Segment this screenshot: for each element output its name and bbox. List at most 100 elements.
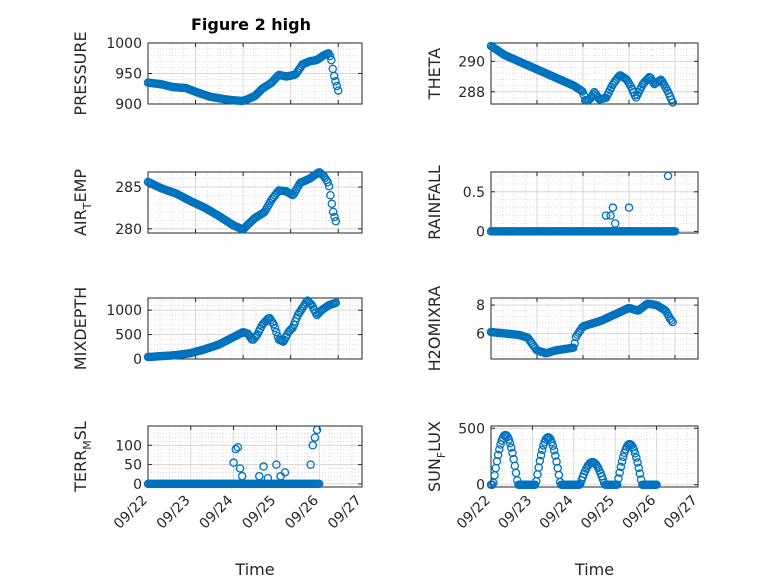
data-point xyxy=(606,211,615,220)
data-point xyxy=(286,324,296,334)
x-axis-label: Time xyxy=(574,560,614,579)
x-tick-label: 09/25 xyxy=(578,493,618,533)
data-point xyxy=(331,77,340,86)
data-point xyxy=(330,212,339,222)
data-point xyxy=(548,441,558,451)
subplot-terr-msl: 0 50 100 09/22 09/23 09/24 09/25 09/26 09/27 Time… xyxy=(71,421,365,579)
y-axis-label: AIRTEMP xyxy=(71,169,94,236)
data-point xyxy=(545,433,554,443)
x-tick-label: 09/23 xyxy=(495,493,535,533)
data-point xyxy=(325,51,335,61)
data-points xyxy=(486,171,680,236)
data-point xyxy=(495,445,504,454)
data-point xyxy=(663,171,673,181)
y-tick-label: 500 xyxy=(458,421,485,437)
data-point xyxy=(237,471,247,481)
subplot-pressure: 900 950 1000 PRESSURE xyxy=(71,31,363,116)
y-tick-label: 50 xyxy=(124,458,142,474)
data-point xyxy=(627,440,636,450)
data-point xyxy=(304,297,314,307)
data-point xyxy=(278,337,288,346)
y-tick-label: 288 xyxy=(458,85,485,101)
x-tick-label: 09/22 xyxy=(111,493,151,533)
data-point xyxy=(328,207,338,217)
data-point xyxy=(574,480,584,489)
data-points xyxy=(486,299,677,358)
figure-title: Figure 2 high xyxy=(191,15,311,34)
data-point xyxy=(266,315,276,325)
subplot-h2omixra: 6 8 H2OMIXRA xyxy=(425,286,699,372)
y-tick-label: 8 xyxy=(476,298,485,314)
data-point xyxy=(312,425,322,435)
data-points xyxy=(143,296,341,362)
data-point xyxy=(329,71,339,81)
data-point xyxy=(632,453,641,462)
x-tick-label: 09/23 xyxy=(154,493,194,533)
data-point xyxy=(670,227,680,236)
data-point xyxy=(549,446,559,455)
subplot-mixdepth: 0 500 1000 MIXDEPTH xyxy=(71,287,363,370)
data-point xyxy=(233,442,243,452)
data-point xyxy=(601,211,611,220)
data-point xyxy=(324,181,334,191)
data-point xyxy=(536,450,546,460)
subplot-theta: 288 290 THETA xyxy=(425,41,699,107)
x-tick-label: 09/26 xyxy=(620,492,660,532)
data-point xyxy=(635,469,645,478)
data-point xyxy=(327,55,336,65)
subplot-rainfall: 0 0.5 RAINFALL xyxy=(425,165,699,240)
data-point xyxy=(668,98,677,107)
x-tick-label: 09/24 xyxy=(537,492,577,532)
data-point xyxy=(547,437,557,447)
data-point xyxy=(263,473,273,483)
data-point xyxy=(624,203,634,212)
y-tick-label: 500 xyxy=(115,328,142,344)
data-point xyxy=(310,433,320,442)
data-point xyxy=(576,86,586,95)
data-point xyxy=(537,445,547,455)
y-axis-label: H2OMIXRA xyxy=(425,286,444,372)
x-tick-label: 09/27 xyxy=(661,493,701,533)
data-point xyxy=(504,435,514,444)
data-point xyxy=(265,313,274,323)
data-point xyxy=(629,445,639,455)
data-point xyxy=(652,480,661,489)
y-axis-label: RAINFALL xyxy=(425,165,444,240)
data-point xyxy=(326,190,335,200)
data-point xyxy=(308,441,318,450)
data-point xyxy=(259,462,268,471)
x-tick-label: 09/24 xyxy=(197,492,237,532)
data-point xyxy=(259,208,269,217)
y-tick-label: 6 xyxy=(476,326,485,342)
data-point xyxy=(493,450,503,460)
data-points xyxy=(143,49,343,106)
major-grid xyxy=(148,172,362,233)
y-tick-label: 900 xyxy=(115,97,142,113)
y-tick-label: 0 xyxy=(133,477,142,493)
data-point xyxy=(231,444,240,454)
data-point xyxy=(608,203,618,212)
data-point xyxy=(272,460,281,469)
y-tick-label: 1000 xyxy=(106,36,142,52)
x-tick-label: 09/22 xyxy=(454,493,494,533)
data-point xyxy=(297,304,307,313)
data-point xyxy=(492,457,502,466)
data-point xyxy=(613,480,622,489)
data-point xyxy=(255,471,264,481)
data-point xyxy=(617,457,627,466)
data-point xyxy=(314,479,324,489)
data-point xyxy=(299,302,308,311)
data-point xyxy=(333,86,343,95)
data-point xyxy=(331,298,341,308)
minor-grid xyxy=(491,426,698,487)
data-point xyxy=(295,308,304,317)
data-point xyxy=(507,443,516,452)
y-tick-label: 100 xyxy=(115,438,142,454)
data-point xyxy=(272,327,281,337)
data-point xyxy=(615,468,624,477)
x-axis-label: Time xyxy=(234,560,274,579)
subplot-air-temp: 280 285 AIRTEMP xyxy=(71,168,363,238)
data-point xyxy=(667,316,676,325)
